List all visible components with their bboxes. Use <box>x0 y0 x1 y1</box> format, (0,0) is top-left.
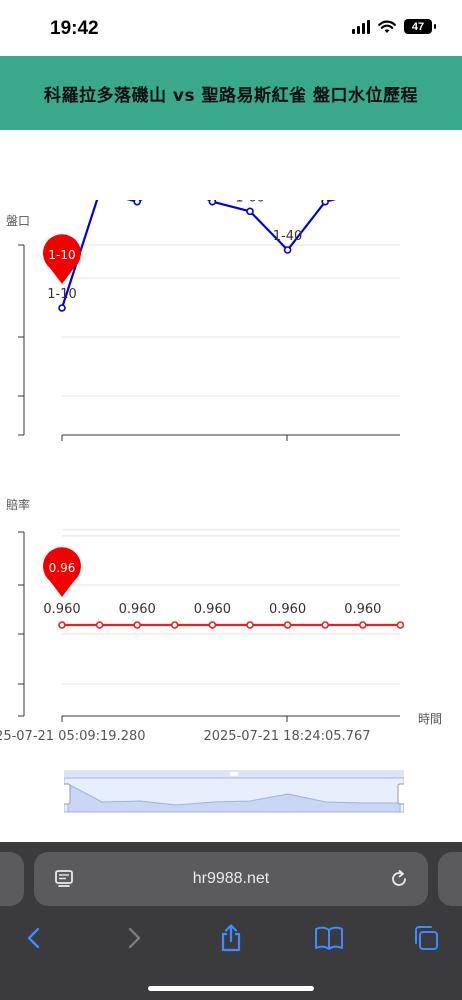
odds-point-label: 0.960 <box>43 602 80 617</box>
x-axis-label: 時間 <box>418 712 442 726</box>
home-indicator <box>148 986 314 991</box>
odds-point-label: 0.960 <box>194 602 231 617</box>
battery-icon: 47 <box>404 19 436 34</box>
reload-icon[interactable] <box>388 868 410 890</box>
status-icons: 47 <box>352 19 436 34</box>
x-tick-label: 2025-07-21 18:24:05.767 <box>203 729 370 744</box>
odds-point-label: 0.960 <box>119 602 156 617</box>
x-tick-label: 2025-07-21 05:09:19.280 <box>0 729 146 744</box>
next-tab-pill[interactable] <box>438 852 462 906</box>
status-bar: 19:42 47 <box>0 0 462 56</box>
browser-nav-row <box>0 918 462 958</box>
handicap-point <box>321 200 329 206</box>
cellular-signal-icon <box>352 19 370 34</box>
odds-marker-pin-label: 0.96 <box>49 561 76 575</box>
status-time: 19:42 <box>50 18 99 39</box>
share-button[interactable] <box>211 918 251 958</box>
slider-preview-area <box>67 783 401 813</box>
page-title: 科羅拉多落磯山 vs 聖路易斯紅雀 盤口水位歷程 <box>44 85 418 106</box>
reader-icon[interactable] <box>54 869 74 889</box>
odds-point <box>396 621 405 629</box>
slider-right-handle[interactable] <box>397 783 404 805</box>
odds-point <box>321 621 330 629</box>
bookmarks-icon[interactable] <box>314 925 344 951</box>
odds-marker-pin-shape <box>43 547 81 597</box>
handicap-point-label: 1-40 <box>273 229 303 244</box>
handicap-point-label: 1-10 <box>47 287 77 302</box>
handicap-series-line <box>60 200 337 309</box>
y-axis-label: 盤口 <box>6 214 30 228</box>
handicap-line-chart: 盤口1-101-701-651-751-651-601-401-651-701-… <box>6 200 400 441</box>
wifi-icon <box>378 20 396 33</box>
back-icon[interactable] <box>23 926 45 950</box>
odds-point <box>133 621 141 629</box>
previous-tab-pill[interactable] <box>0 852 24 906</box>
forward-button[interactable] <box>114 918 154 958</box>
slider-grip-icon[interactable] <box>230 772 238 776</box>
bookmarks-button[interactable] <box>309 918 349 958</box>
odds-point-label: 0.960 <box>344 602 381 617</box>
odds-point <box>358 621 367 629</box>
odds-point <box>283 621 292 629</box>
tabs-button[interactable] <box>406 918 446 958</box>
page-header: 科羅拉多落磯山 vs 聖路易斯紅雀 盤口水位歷程 <box>0 56 462 130</box>
slider-left-handle[interactable] <box>64 783 71 805</box>
handicap-point <box>283 246 292 254</box>
handicap-point <box>58 304 66 312</box>
data-zoom-slider[interactable] <box>64 770 404 814</box>
battery-level: 47 <box>411 20 425 33</box>
share-icon[interactable] <box>218 923 244 953</box>
handicap-marker-pin-label: 1-10 <box>48 248 75 262</box>
handicap-point <box>208 200 217 206</box>
odds-point <box>208 621 217 629</box>
odds-point <box>58 621 66 629</box>
back-button[interactable] <box>14 918 54 958</box>
odds-point <box>171 621 179 629</box>
tabs-icon[interactable] <box>412 924 440 952</box>
handicap-marker-pin: 1-10 <box>42 234 81 284</box>
handicap-marker-pin-shape <box>42 234 81 284</box>
odds-point <box>95 621 104 629</box>
browser-toolbar: hr9988.net <box>0 842 462 1000</box>
forward-icon[interactable] <box>123 926 145 950</box>
odds-point-label: 0.960 <box>269 602 306 617</box>
url-text[interactable]: hr9988.net <box>192 870 270 887</box>
handicap-point-label: 1-60 <box>235 200 265 205</box>
handicap-point <box>246 207 254 216</box>
odds-point <box>246 621 254 629</box>
odds-marker-pin: 0.96 <box>43 547 81 597</box>
handicap-point <box>133 200 141 206</box>
y-axis-label: 賠率 <box>6 497 30 512</box>
address-bar[interactable]: hr9988.net <box>34 852 428 906</box>
